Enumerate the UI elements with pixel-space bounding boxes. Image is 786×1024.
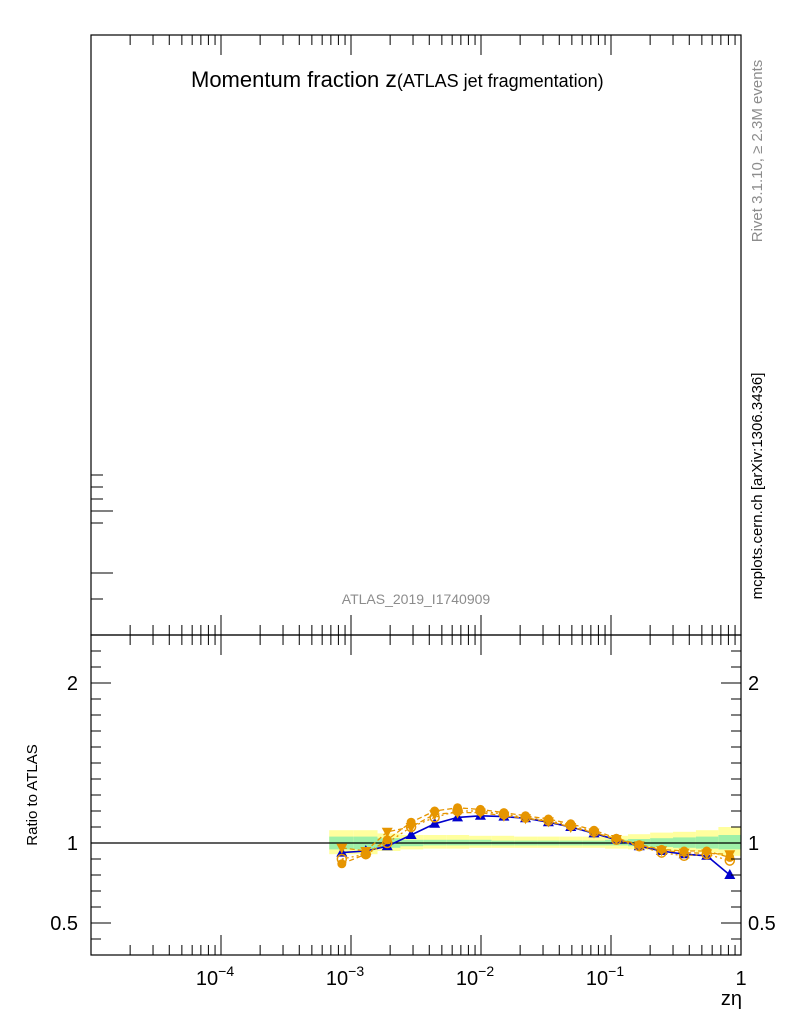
y-tick-label-right: 2: [748, 673, 759, 695]
y-tick-label-right: 1: [748, 833, 759, 855]
x-tick-label-base: 10: [586, 968, 608, 990]
plot-title-subtitle: (ATLAS jet fragmentation): [397, 71, 604, 91]
data-point: [405, 829, 417, 839]
data-point: [337, 859, 347, 869]
x-tick-label-base: 10: [196, 968, 218, 990]
analysis-label: ATLAS_2019_I1740909: [342, 591, 491, 607]
data-point: [499, 808, 509, 818]
data-point: [382, 835, 392, 845]
data-point: [406, 817, 416, 827]
x-tick-label: 10−3: [326, 963, 364, 990]
plot-title-variable: z: [385, 66, 397, 92]
y-tick-label-left: 0.5: [50, 913, 78, 935]
data-point: [429, 817, 441, 828]
ratio-panel-ticks: [90, 634, 741, 956]
data-point: [724, 869, 736, 879]
y-tick-label-left: 1: [67, 833, 78, 855]
series-line: [341, 810, 730, 862]
x-tick-label-exponent: −4: [218, 963, 234, 979]
plot-title: Momentum fraction z(ATLAS jet fragmentat…: [191, 66, 604, 92]
data-point: [521, 811, 531, 821]
x-tick-label-base: 10: [326, 968, 348, 990]
data-point: [657, 844, 667, 854]
data-point: [725, 852, 735, 862]
main-panel-frame: [90, 34, 742, 636]
x-tick-label: 10−2: [456, 963, 494, 990]
data-point: [702, 846, 712, 856]
series-line: [341, 807, 730, 865]
ratio-series-4: [337, 803, 735, 869]
y-tick-labels: 2 2 1 1 0.5 0.5: [50, 673, 776, 935]
x-tick-label-exponent: −3: [348, 963, 364, 979]
y-axis-label: Ratio to ATLAS: [24, 744, 41, 845]
y-tick-label-right: 0.5: [748, 913, 776, 935]
data-point: [589, 825, 599, 835]
x-tick-label: 10−4: [196, 963, 234, 990]
side-version-label: Rivet 3.1.10, ≥ 2.3M events: [749, 60, 766, 243]
data-point: [566, 819, 576, 829]
data-point: [336, 843, 348, 854]
data-point: [430, 806, 440, 816]
data-point: [611, 833, 621, 843]
plot-title-main: Momentum fraction: [191, 67, 385, 92]
x-tick-label: 1: [735, 968, 746, 990]
main-panel-ticks: [90, 35, 736, 635]
side-site-label: mcplots.cern.ch [arXiv:1306.3436]: [749, 373, 766, 600]
x-axis-label: zη: [721, 988, 742, 1010]
data-point: [634, 840, 644, 850]
x-tick-label-base: 10: [456, 968, 478, 990]
ratio-panel-frame: [90, 634, 742, 956]
x-tick-label-exponent: −1: [608, 963, 624, 979]
data-point: [543, 814, 553, 824]
data-point: [381, 840, 393, 851]
x-tick-labels: 10−4 10−3 10−2 10−1 1: [196, 963, 747, 990]
data-point: [361, 849, 371, 859]
inner-band: [718, 835, 741, 850]
data-point: [453, 803, 463, 813]
y-tick-label-left: 2: [67, 673, 78, 695]
data-point: [679, 846, 689, 856]
x-tick-label-base: 1: [735, 968, 746, 990]
ratio-series-group: [336, 803, 736, 879]
x-tick-label-exponent: −2: [478, 963, 494, 979]
data-point: [475, 804, 485, 814]
x-tick-label: 10−1: [586, 963, 624, 990]
data-point: [381, 827, 393, 838]
